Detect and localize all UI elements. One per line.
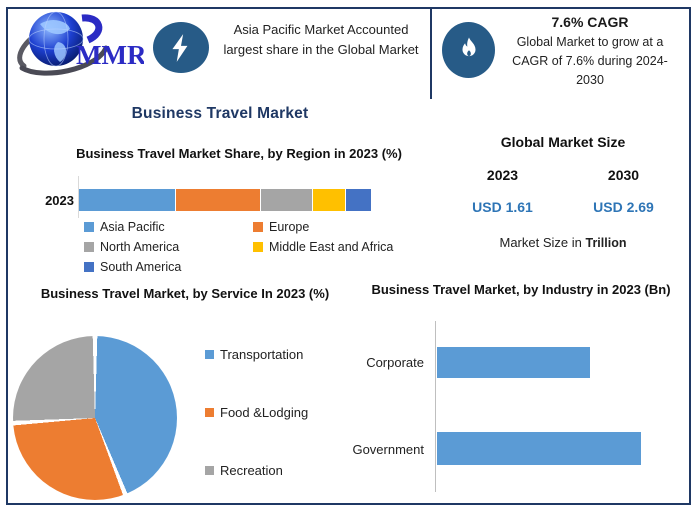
market-size-year-2023: 2023 bbox=[486, 167, 519, 183]
region-bar-segment bbox=[260, 189, 314, 211]
region-axis bbox=[78, 176, 79, 218]
region-bar-segment bbox=[79, 189, 176, 211]
legend-swatch bbox=[84, 262, 94, 272]
legend-swatch bbox=[205, 465, 214, 475]
infographic-frame bbox=[6, 7, 691, 505]
legend-item: North America bbox=[84, 237, 253, 257]
industry-bar bbox=[437, 347, 590, 378]
legend-label: Europe bbox=[269, 220, 310, 234]
legend-item: Asia Pacific bbox=[84, 217, 253, 237]
market-size-unit: Trillion bbox=[585, 236, 627, 250]
region-chart-title: Business Travel Market Share, by Region … bbox=[76, 146, 402, 161]
legend-label: Food &Lodging bbox=[220, 404, 309, 420]
legend-swatch bbox=[205, 407, 214, 417]
legend-item: Food &Lodging bbox=[205, 404, 309, 420]
market-size-year-2030: 2030 bbox=[607, 167, 640, 183]
region-bar-segment bbox=[345, 189, 372, 211]
region-legend: Asia Pacific Europe North America Middle Ea… bbox=[84, 217, 429, 277]
region-bar bbox=[79, 189, 372, 211]
legend-label: Transportation bbox=[220, 346, 304, 362]
legend-swatch bbox=[84, 242, 94, 252]
logo-continent-south bbox=[54, 42, 66, 62]
logo-blue-swirl bbox=[81, 14, 103, 44]
legend-item: Recreation bbox=[205, 462, 308, 478]
cagr-title: 7.6% CAGR bbox=[551, 14, 629, 30]
market-size-value-2023: USD 1.61 bbox=[472, 199, 533, 215]
industry-chart-title: Business Travel Market, by Industry in 2… bbox=[371, 282, 671, 297]
industry-label-government: Government bbox=[352, 442, 424, 457]
service-pie bbox=[13, 336, 177, 500]
legend-swatch bbox=[205, 349, 214, 359]
lightning-icon bbox=[153, 22, 209, 73]
legend-item: Middle East and Africa bbox=[253, 237, 429, 257]
page-title: Business Travel Market bbox=[131, 105, 309, 122]
industry-bar bbox=[437, 432, 641, 465]
legend-item: Transportation bbox=[205, 346, 308, 362]
flame-icon bbox=[442, 22, 495, 78]
market-size-footnote: Market Size in bbox=[499, 235, 582, 250]
logo-text: MMR bbox=[76, 40, 144, 70]
industry-label-corporate: Corporate bbox=[366, 355, 424, 370]
legend-label: Recreation bbox=[220, 462, 283, 478]
legend-label: South America bbox=[100, 260, 182, 274]
legend-swatch bbox=[253, 242, 263, 252]
region-bar-segment bbox=[175, 189, 261, 211]
industry-axis bbox=[435, 321, 436, 492]
region-axis-label: 2023 bbox=[45, 193, 74, 208]
region-bar-segment bbox=[313, 189, 346, 211]
legend-item: Europe bbox=[253, 217, 429, 237]
legend-swatch bbox=[253, 222, 263, 232]
service-legend: Transportation Food &Lodging Recreation bbox=[205, 346, 309, 478]
logo-continent-north bbox=[40, 20, 70, 35]
service-chart-title: Business Travel Market, by Service In 20… bbox=[40, 286, 330, 301]
legend-swatch bbox=[84, 222, 94, 232]
cagr-block: 7.6% CAGR Global Market to grow at a CAG… bbox=[500, 14, 680, 89]
header-divider bbox=[430, 9, 432, 99]
header-highlight-text: Asia Pacific Market Accounted largest sh… bbox=[223, 22, 419, 58]
market-size-panel: Global Market Size 2023 2030 USD 1.61 US… bbox=[442, 134, 684, 250]
legend-label: Middle East and Africa bbox=[269, 240, 394, 254]
logo-globe bbox=[29, 12, 83, 66]
cagr-description: Global Market to grow at a CAGR of 7.6% … bbox=[512, 35, 668, 87]
market-size-title: Global Market Size bbox=[500, 134, 626, 150]
logo-swoosh-tail bbox=[19, 45, 109, 76]
legend-label: North America bbox=[100, 240, 180, 254]
mmr-logo: MMR bbox=[17, 11, 144, 76]
market-size-value-2030: USD 2.69 bbox=[593, 199, 654, 215]
legend-item: South America bbox=[84, 257, 253, 277]
legend-label: Asia Pacific bbox=[100, 220, 165, 234]
